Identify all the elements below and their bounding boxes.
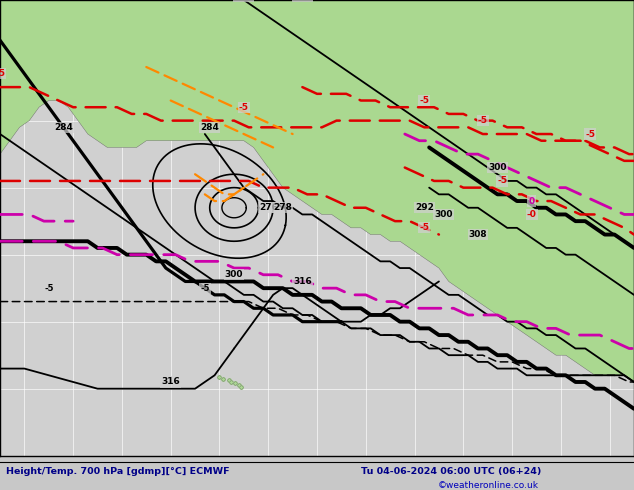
Text: 284: 284 <box>235 0 254 1</box>
Text: Tu 04-06-2024 06:00 UTC (06+24): Tu 04-06-2024 06:00 UTC (06+24) <box>361 467 542 476</box>
Text: -5: -5 <box>239 103 249 112</box>
Text: 308: 308 <box>469 230 488 239</box>
Text: -5: -5 <box>585 129 595 139</box>
Text: 316: 316 <box>293 277 312 286</box>
Text: -0: -0 <box>527 210 536 219</box>
Text: -5: -5 <box>0 69 5 78</box>
Text: 292: 292 <box>415 203 434 212</box>
Text: 292: 292 <box>293 0 312 1</box>
Text: 300: 300 <box>434 210 453 219</box>
Text: 276: 276 <box>259 203 278 212</box>
Text: -5: -5 <box>200 284 210 293</box>
Text: -5: -5 <box>478 116 488 125</box>
Text: Height/Temp. 700 hPa [gdmp][°C] ECMWF: Height/Temp. 700 hPa [gdmp][°C] ECMWF <box>6 467 230 476</box>
Text: -5: -5 <box>497 176 507 185</box>
Text: -5: -5 <box>419 223 429 232</box>
Text: -5: -5 <box>44 284 53 293</box>
Text: 316: 316 <box>161 377 180 387</box>
Text: 278: 278 <box>273 203 292 212</box>
Text: -5: -5 <box>419 96 429 105</box>
Text: 300: 300 <box>225 270 243 279</box>
Text: 284: 284 <box>200 123 219 132</box>
Text: ©weatheronline.co.uk: ©weatheronline.co.uk <box>437 481 538 490</box>
Polygon shape <box>0 0 634 382</box>
Text: 0: 0 <box>529 196 534 205</box>
Text: 284: 284 <box>54 123 73 132</box>
Text: 300: 300 <box>488 163 507 172</box>
